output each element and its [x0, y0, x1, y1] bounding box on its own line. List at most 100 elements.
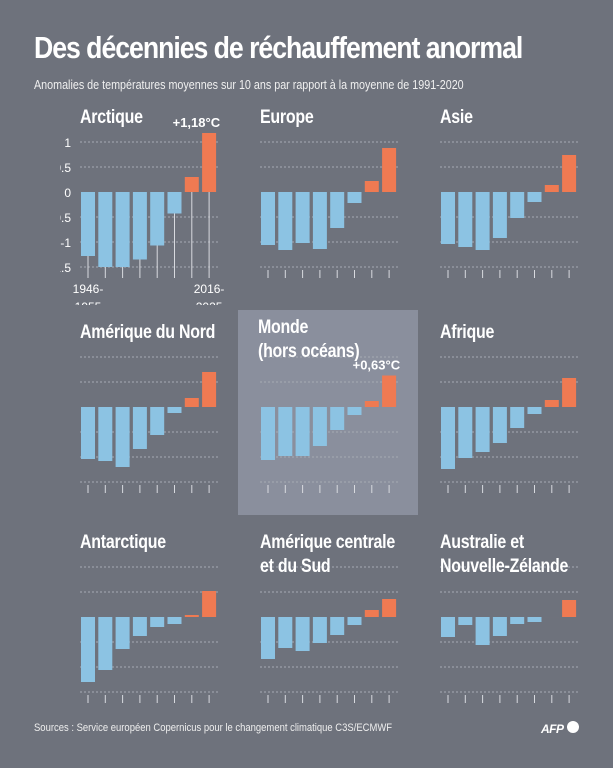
bar: [167, 617, 182, 624]
bar: [312, 407, 327, 446]
chart-svg: [440, 356, 580, 493]
bar: [312, 192, 327, 249]
bar: [184, 615, 199, 617]
bar: [510, 192, 525, 218]
bar: [81, 617, 95, 682]
bar: [347, 617, 362, 625]
bar: [475, 617, 490, 645]
bar: [81, 192, 95, 256]
bar: [115, 192, 130, 267]
page-title: Des décennies de réchauffement anormal: [34, 30, 523, 65]
bar: [202, 133, 217, 192]
chart-svg: [260, 566, 400, 703]
bar: [527, 192, 542, 202]
bar: [382, 375, 397, 407]
bar: [510, 407, 525, 428]
bar: [458, 192, 473, 247]
bar: [492, 407, 507, 443]
bar: [458, 617, 473, 625]
panel-title: Antarctique: [80, 532, 166, 553]
panel-title: Australie et Nouvelle-Zélande: [440, 532, 569, 577]
bar: [562, 378, 577, 407]
panel-title: Amérique centrale et du Sud: [260, 532, 395, 577]
bar: [527, 617, 542, 622]
bar: [441, 407, 455, 469]
bar: [278, 407, 293, 456]
bar: [261, 407, 275, 460]
bar: [475, 407, 490, 452]
bar: [527, 407, 542, 414]
y-tick-label: -1: [60, 236, 71, 250]
bar: [167, 407, 182, 413]
bar: [382, 599, 397, 617]
x-label: 2025: [196, 300, 223, 305]
bar: [98, 617, 113, 670]
panel-3: Amérique du Nord: [60, 315, 240, 520]
panel-6: Antarctique: [60, 525, 240, 730]
bar: [150, 617, 165, 627]
bar: [98, 192, 113, 267]
bar: [295, 407, 310, 456]
bar: [150, 192, 165, 246]
y-tick-label: -0.5: [60, 211, 71, 225]
chart-svg: [260, 141, 400, 278]
bar: [132, 407, 147, 449]
page-subtitle: Anomalies de températures moyennes sur 1…: [34, 78, 464, 92]
bar: [202, 372, 217, 407]
y-tick-label: 0: [64, 186, 71, 200]
bar: [115, 407, 130, 467]
bar: [261, 192, 275, 245]
chart-svg: [440, 566, 580, 703]
bar: [81, 407, 95, 459]
panel-title: Asie: [440, 107, 473, 128]
bar: [278, 617, 293, 648]
bar: [364, 401, 379, 407]
bar: [364, 610, 379, 617]
y-tick-label: 1: [64, 136, 71, 150]
y-tick-label: 0.5: [60, 161, 71, 175]
bar: [132, 192, 147, 260]
chart-svg: +0,63°C: [260, 356, 401, 493]
panel-2: Asie: [420, 100, 600, 305]
panel-8: Australie et Nouvelle-Zélande: [420, 525, 600, 730]
chart-svg: [80, 566, 220, 703]
panel-title: Afrique: [440, 322, 495, 343]
bar: [295, 617, 310, 651]
afp-logo-dot: [567, 721, 579, 733]
bar: [458, 407, 473, 458]
bar: [544, 400, 559, 407]
x-label: 1955: [75, 300, 102, 305]
bar: [330, 192, 345, 228]
bar: [312, 617, 327, 643]
bar: [347, 192, 362, 203]
panel-4: +0,63°C Monde (hors océans): [238, 310, 418, 515]
afp-logo: AFP: [541, 722, 564, 736]
bar: [441, 192, 455, 244]
chart-svg: [80, 356, 220, 493]
bar: [184, 177, 199, 192]
value-annotation: +0,63°C: [353, 358, 401, 373]
bar: [562, 600, 577, 617]
bar: [562, 155, 577, 192]
source-note: Sources : Service européen Copernicus po…: [34, 722, 393, 734]
bar: [202, 591, 217, 617]
panel-title: Europe: [260, 107, 314, 128]
panel-title: Amérique du Nord: [80, 322, 216, 343]
x-label: 2016-: [194, 282, 225, 296]
bar: [98, 407, 113, 461]
panel-5: Afrique: [420, 315, 600, 520]
x-label: 1946-: [73, 282, 104, 296]
bar: [261, 617, 275, 659]
bar: [115, 617, 130, 649]
bar: [364, 181, 379, 192]
panel-7: Amérique centrale et du Sud: [240, 525, 420, 730]
panel-title: Arctique: [80, 107, 143, 128]
bar: [150, 407, 165, 435]
bar: [382, 148, 397, 192]
y-tick-label: -1.5: [60, 261, 71, 275]
bar: [184, 398, 199, 407]
bar: [167, 192, 182, 214]
bar: [544, 185, 559, 192]
